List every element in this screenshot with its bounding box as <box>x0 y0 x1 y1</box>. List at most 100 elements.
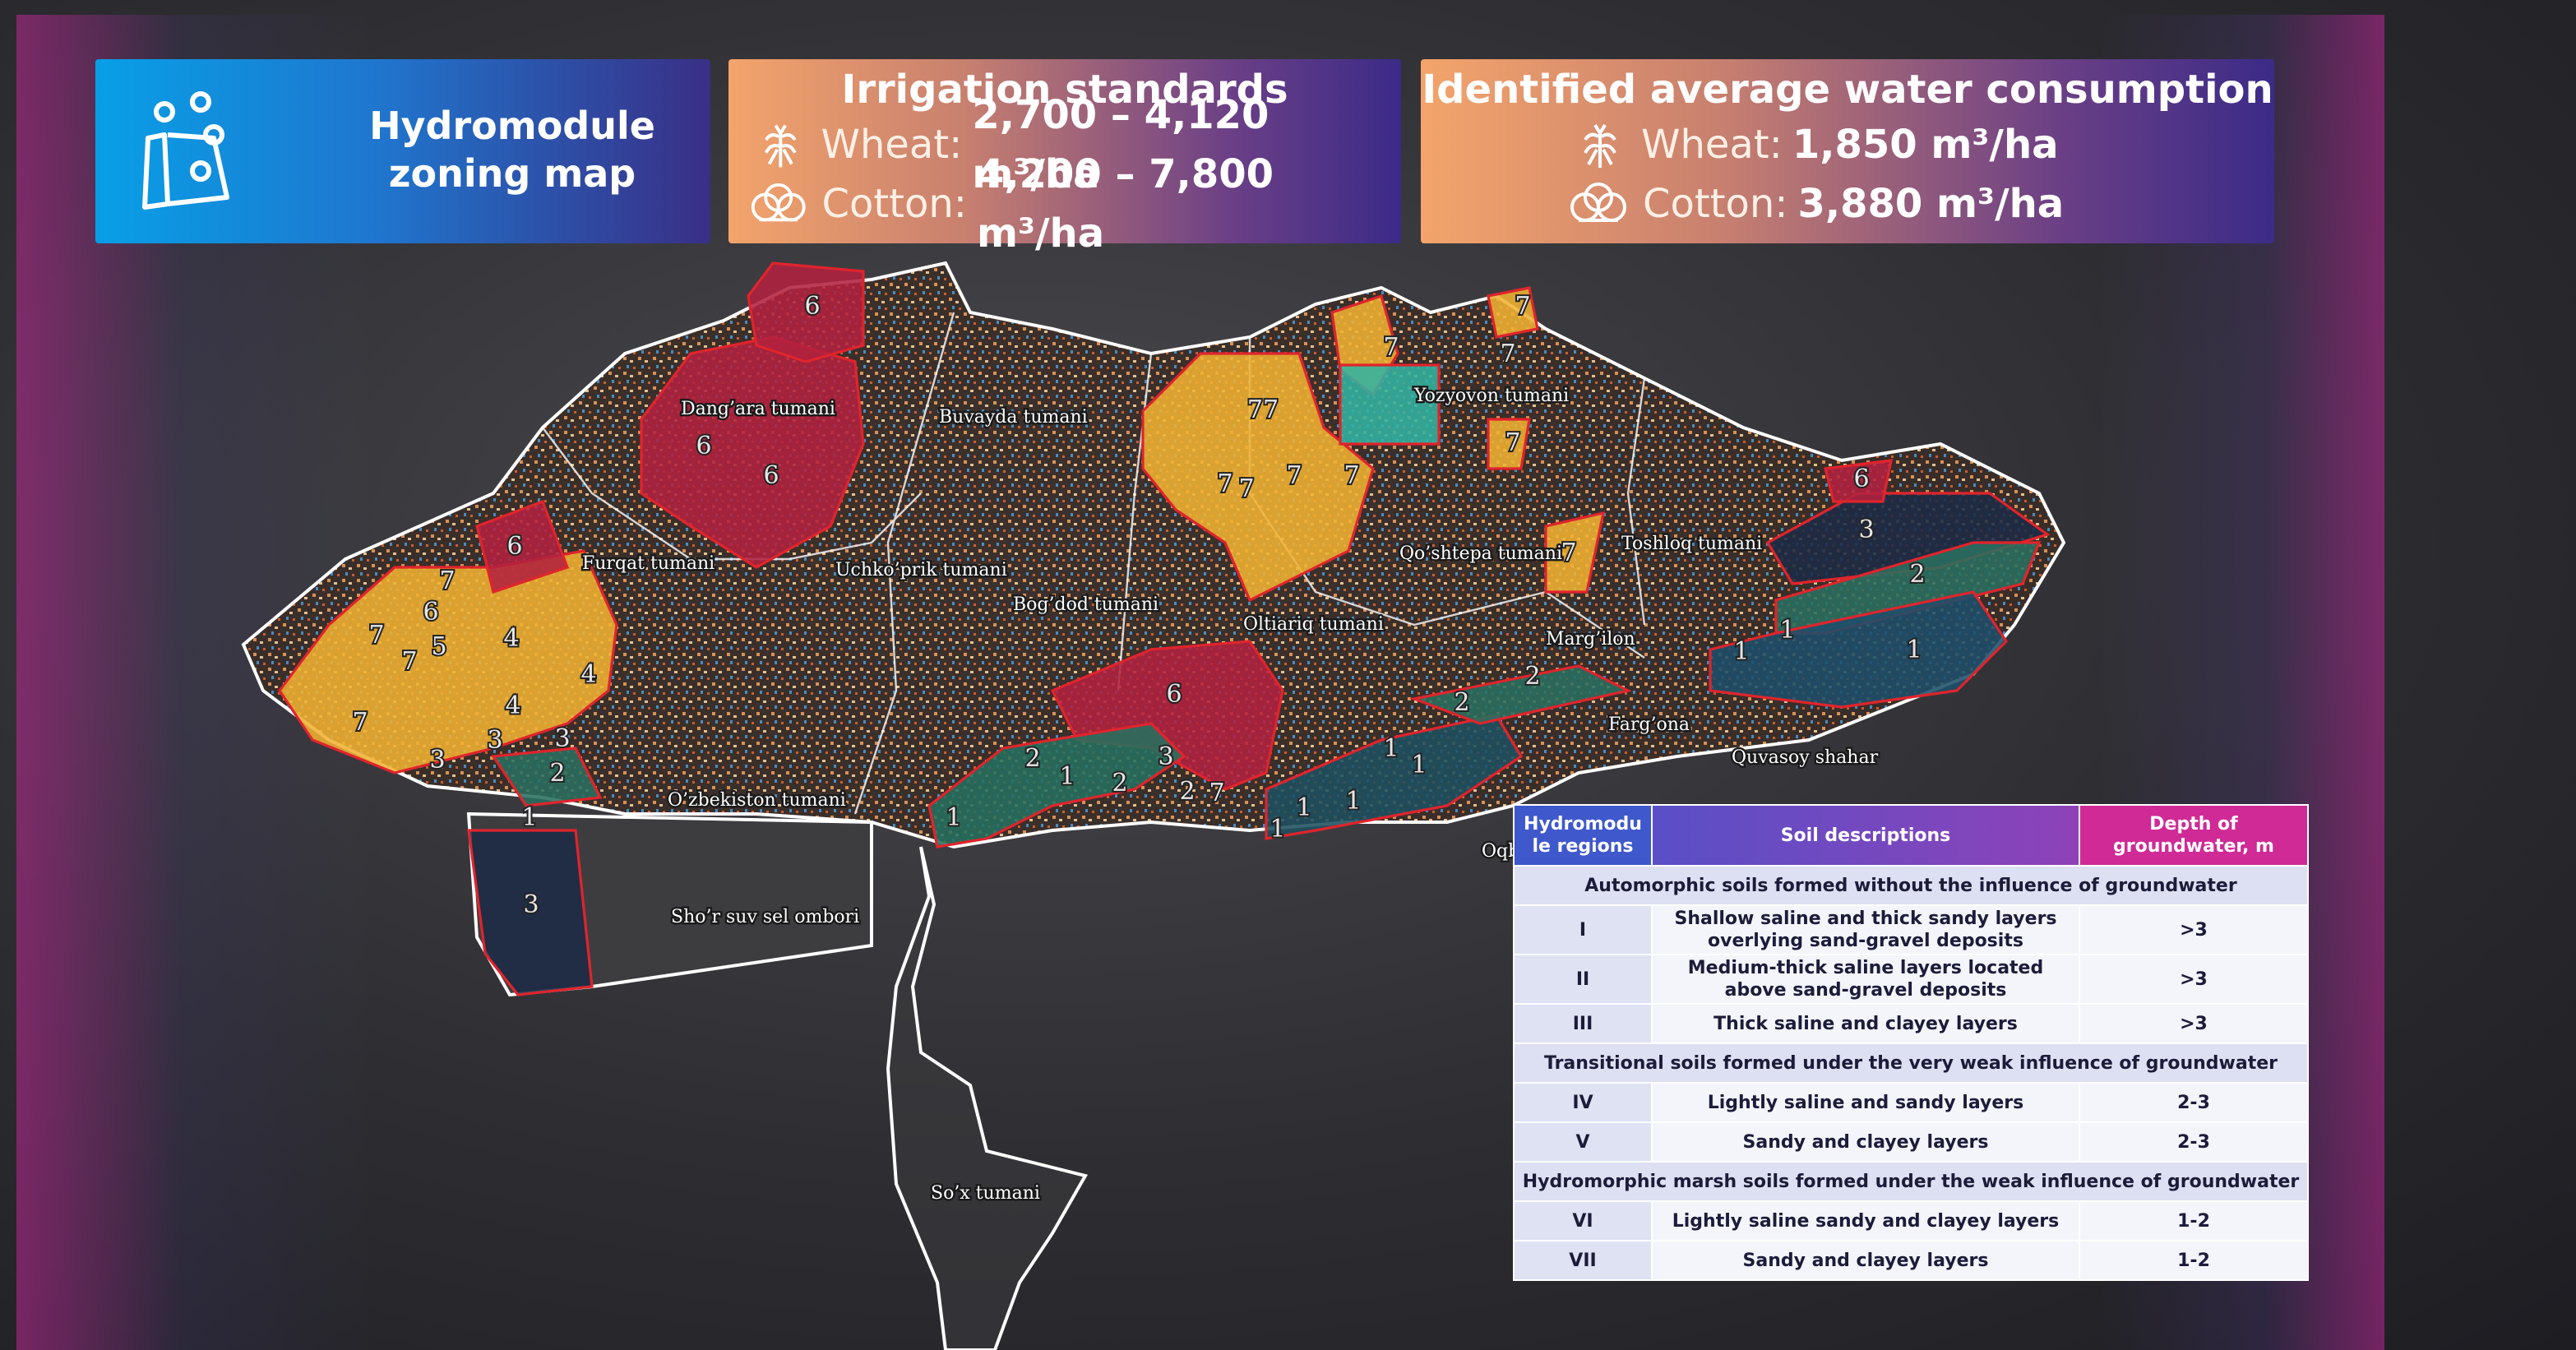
group-title: Automorphic soils formed without the inf… <box>1513 865 2309 906</box>
table-cell: Shallow saline and thick sandy layers ov… <box>1651 904 2080 955</box>
district-label: O’zbekiston tumani <box>668 790 846 811</box>
consumption-panel: Identified average water consumption Whe… <box>1421 59 2274 243</box>
zone-label: 7 <box>1343 461 1359 490</box>
zone-label: 1 <box>1383 734 1399 763</box>
group-title: Hydromorphic marsh soils formed under th… <box>1513 1161 2309 1202</box>
zone-label: 2 <box>1909 560 1925 589</box>
cotton-line: Cotton: 4,200 – 7,800 m³/ha <box>728 151 1401 257</box>
district-label: Bog’dod tumani <box>1013 594 1159 615</box>
map-labels: Dang’ara tumani Buvayda tumani Yozyovon tu… <box>350 290 1926 1205</box>
district-label: Buvayda tumani <box>939 407 1088 428</box>
wheat-line: Wheat: 2,700 – 4,120 m³/ha <box>728 92 1401 197</box>
irrigation-panel: Irrigation standards Wheat: 2,700 – 4,12… <box>728 59 1401 257</box>
district-label: Oltiariq tumani <box>1243 614 1384 635</box>
table-row: V Sandy and clayey layers 2-3 <box>1513 1121 2309 1163</box>
district-label: So’x tumani <box>931 1183 1040 1204</box>
zone-label: 4 <box>505 691 520 720</box>
table-cell: Lightly saline sandy and clayey layers <box>1651 1200 2080 1241</box>
table-row: IV Lightly saline and sandy layers 2-3 <box>1513 1082 2309 1123</box>
table-cell: 1-2 <box>2079 1200 2309 1241</box>
table-cell: Sandy and clayey layers <box>1651 1121 2080 1163</box>
table-cell: VII <box>1513 1240 1653 1281</box>
zone-label: 7 <box>1515 292 1530 321</box>
panel-title: Irrigation standards <box>841 67 1288 113</box>
zone-label: 2 <box>1179 777 1195 806</box>
zones <box>278 261 2051 996</box>
zone-label: 1 <box>1733 637 1749 666</box>
zone-label: 7 <box>1505 428 1520 457</box>
table-cell: V <box>1513 1121 1653 1163</box>
panel-title: Identified average water consumption <box>1422 67 2273 113</box>
zone-label: 7 <box>1217 469 1233 498</box>
zone-label: 5 <box>431 632 446 661</box>
zone-label: 6 <box>696 432 711 460</box>
zone-label: 4 <box>503 624 519 653</box>
zone-label: 77 <box>1247 395 1279 424</box>
district-label: Dang’ara tumani <box>681 399 835 419</box>
zone-label: 1 <box>1270 815 1285 844</box>
cotton-icon <box>1570 183 1626 222</box>
crop: Cotton: <box>821 181 967 227</box>
value: 3,880 m³/ha <box>1797 181 2065 227</box>
zone-label: 3 <box>523 890 539 919</box>
table-header: Hydromodule regions Soil descriptions Dept… <box>1513 804 2309 867</box>
zone-label: 7 <box>1500 340 1515 368</box>
zone-label: 1 <box>1906 636 1922 664</box>
zone-label: 7 <box>1561 539 1576 567</box>
zone-label: 2 <box>1454 688 1469 717</box>
district-label: Qo’shtepa tumani <box>1399 543 1562 564</box>
district-label: Uchko’prik tumani <box>835 560 1007 580</box>
table-cell: Thick saline and clayey layers <box>1651 1003 2080 1044</box>
wheat-icon <box>764 124 797 168</box>
zone-label: 1 <box>1345 787 1361 816</box>
table-cell: 1-2 <box>2079 1240 2309 1281</box>
district-label: Farg’ona <box>1608 714 1690 735</box>
zone-label: 1 <box>946 803 961 832</box>
zone-label: 1 <box>1411 751 1427 779</box>
district-label: Yozyovon tumani <box>1413 386 1569 406</box>
zone-label: 6 <box>506 532 522 561</box>
table-row: III Thick saline and clayey layers >3 <box>1513 1003 2309 1044</box>
column-header: Depth of groundwater, m <box>2079 804 2309 867</box>
table-row: VI Lightly saline sandy and clayey layers… <box>1513 1200 2309 1241</box>
value: 2,700 – 4,120 m³/ha <box>972 92 1270 197</box>
cotton-line: Cotton: 3,880 m³/ha <box>1421 174 2274 233</box>
table-cell: III <box>1513 1003 1653 1044</box>
zone-label: 7 <box>1238 474 1254 503</box>
group-title: Transitional soils formed under the very… <box>1513 1043 2309 1084</box>
table-cell: I <box>1513 904 1653 955</box>
zone-label: 1 <box>521 803 537 832</box>
column-header: Hydromodule regions <box>1513 804 1653 867</box>
zone-label: 6 <box>804 292 820 321</box>
district-label: Toshloq tumani <box>1621 534 1762 554</box>
wheat-icon <box>1584 123 1616 168</box>
zone-label: 2 <box>1024 744 1040 773</box>
district-label: Marg’ilon <box>1546 629 1635 650</box>
table-cell: >3 <box>2079 1003 2309 1044</box>
zone-label: 3 <box>1158 742 1173 771</box>
zone-label: 7 <box>401 647 417 676</box>
zone-label: 2 <box>1112 769 1127 798</box>
table-row: VII Sandy and clayey layers 1-2 <box>1513 1240 2309 1281</box>
table-cell: Medium-thick saline layers located above… <box>1651 954 2080 1005</box>
group-row: Hydromorphic marsh soils formed under th… <box>1513 1161 2309 1202</box>
panel-title: Hydromodule zoning map <box>369 104 655 196</box>
zone-label: 4 <box>580 660 596 689</box>
zone-label: 3 <box>1858 515 1874 544</box>
crop: Wheat: <box>1641 122 1783 168</box>
value: 1,850 m³/ha <box>1792 122 2059 168</box>
zone-label: 6 <box>763 461 779 490</box>
zone-label: 7 <box>1209 779 1224 807</box>
district-label: Sho’r suv sel ombori <box>671 907 859 927</box>
district-label: Quvasoy shahar <box>1732 747 1879 768</box>
wheat-line: Wheat: 1,850 m³/ha <box>1421 115 2274 174</box>
district-label: Furqat tumani <box>582 553 715 574</box>
crop: Wheat: <box>821 122 963 168</box>
title-panel: Hydromodule zoning map <box>95 59 710 243</box>
table-cell: >3 <box>2079 954 2309 1005</box>
column-header: Soil descriptions <box>1651 804 2080 867</box>
table-body: Automorphic soils formed without the inf… <box>1513 865 2309 1281</box>
zone-label: 6 <box>1166 680 1182 709</box>
zone-label: 7 <box>439 566 455 595</box>
